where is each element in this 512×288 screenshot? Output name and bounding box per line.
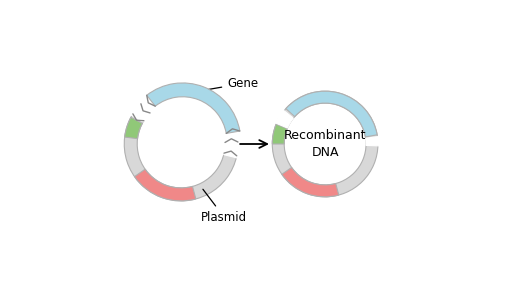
Wedge shape <box>275 110 293 128</box>
Wedge shape <box>272 124 287 144</box>
Wedge shape <box>224 140 240 158</box>
Text: Plasmid: Plasmid <box>201 189 247 224</box>
Text: Gene: Gene <box>199 77 259 91</box>
Wedge shape <box>282 167 339 197</box>
Wedge shape <box>124 114 237 201</box>
Text: Recombinant
DNA: Recombinant DNA <box>284 129 367 159</box>
Wedge shape <box>131 101 151 122</box>
Wedge shape <box>272 91 378 197</box>
Wedge shape <box>366 137 380 146</box>
Wedge shape <box>147 83 240 133</box>
Wedge shape <box>124 117 142 139</box>
Wedge shape <box>286 91 377 137</box>
Wedge shape <box>135 169 196 201</box>
